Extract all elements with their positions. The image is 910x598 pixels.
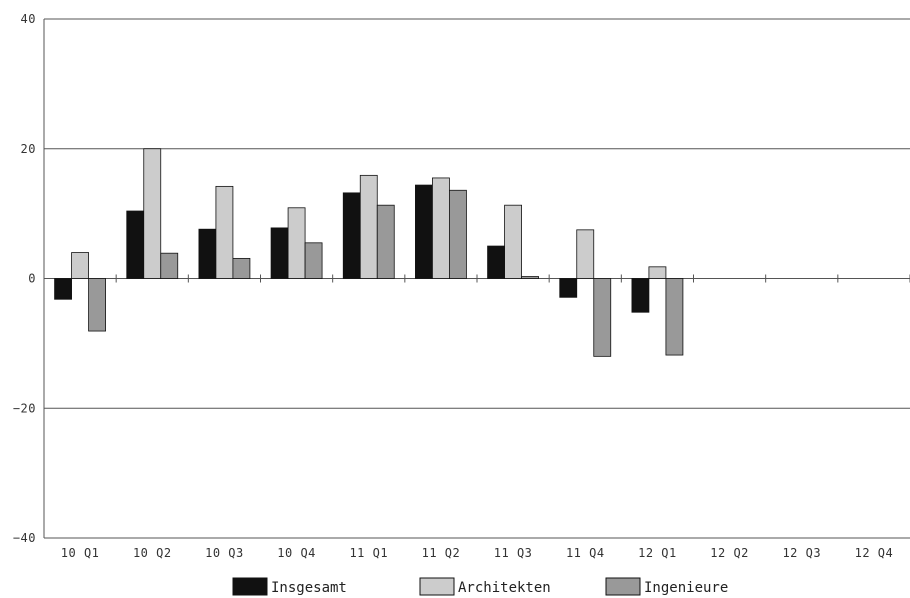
bar-insgesamt-11-q2 [415, 184, 433, 279]
y-tick-label: 0 [28, 272, 36, 286]
bar-insgesamt-11-q1 [342, 192, 361, 279]
bar-architekten-10-q2 [143, 148, 162, 279]
legend-item-insgesamt: Insgesamt [232, 577, 347, 596]
x-tick-label: 12 Q4 [855, 546, 894, 560]
legend: Insgesamt Architekten Ingenieure [232, 577, 728, 596]
bar-insgesamt-10-q1 [54, 278, 72, 300]
legend-label: Ingenieure [644, 580, 728, 596]
bar-insgesamt-10-q2 [126, 210, 145, 279]
legend-label: Insgesamt [271, 580, 347, 596]
x-tick-label: 10 Q3 [205, 546, 244, 560]
x-axis-tick-labels: 10 Q1 10 Q2 10 Q3 10 Q4 11 Q1 11 Q2 11 Q3 11 Q4… [61, 546, 893, 560]
bar-ingenieure-12-q1 [665, 278, 684, 356]
axes [43, 19, 910, 538]
y-tick-label: −40 [13, 531, 36, 545]
x-tick-label: 10 Q2 [133, 546, 172, 560]
legend-swatch [605, 577, 641, 596]
bar-insgesamt-12-q1 [631, 278, 650, 313]
x-tick-label: 11 Q4 [566, 546, 605, 560]
bar-architekten-10-q4 [287, 207, 306, 279]
bar-ingenieure-10-q2 [160, 252, 179, 279]
x-tick-label: 11 Q3 [494, 546, 533, 560]
bar-ingenieure-10-q1 [88, 278, 106, 332]
bar-architekten-11-q2 [432, 177, 450, 279]
bar-insgesamt-11-q3 [487, 245, 505, 279]
x-tick-label: 10 Q4 [277, 546, 316, 560]
bar-insgesamt-11-q4 [559, 278, 578, 298]
legend-label: Architekten [458, 580, 551, 596]
x-tick-label: 11 Q1 [349, 546, 388, 560]
y-axis-tick-labels: 40 20 0 −20 −40 [13, 12, 36, 545]
bar-insgesamt-10-q3 [198, 228, 217, 279]
legend-swatch [419, 577, 455, 596]
legend-swatch [232, 577, 268, 596]
bar-ingenieure-10-q3 [232, 257, 251, 279]
x-tick-label: 12 Q1 [638, 546, 677, 560]
bar-insgesamt-10-q4 [270, 227, 289, 279]
x-tick-label: 12 Q3 [782, 546, 821, 560]
y-tick-label: 40 [21, 12, 36, 26]
bar-ingenieure-11-q2 [449, 189, 467, 279]
y-tick-label: −20 [13, 401, 36, 415]
bar-architekten-10-q1 [71, 252, 89, 279]
bar-architekten-11-q1 [359, 174, 378, 279]
x-tick-label: 11 Q2 [422, 546, 461, 560]
bar-ingenieure-11-q1 [376, 204, 395, 279]
legend-item-ingenieure: Ingenieure [605, 577, 728, 596]
bar-ingenieure-11-q4 [593, 278, 612, 357]
bar-architekten-11-q4 [576, 229, 595, 279]
bar-architekten-10-q3 [215, 185, 234, 279]
legend-item-architekten: Architekten [419, 577, 551, 596]
bars [54, 148, 684, 357]
bar-ingenieure-10-q4 [304, 242, 323, 279]
y-tick-label: 20 [21, 142, 36, 156]
bar-ingenieure-11-q3 [521, 276, 539, 279]
x-tick-label: 12 Q2 [710, 546, 749, 560]
bar-architekten-12-q1 [648, 266, 667, 279]
x-tick-label: 10 Q1 [61, 546, 100, 560]
bar-architekten-11-q3 [504, 204, 522, 279]
